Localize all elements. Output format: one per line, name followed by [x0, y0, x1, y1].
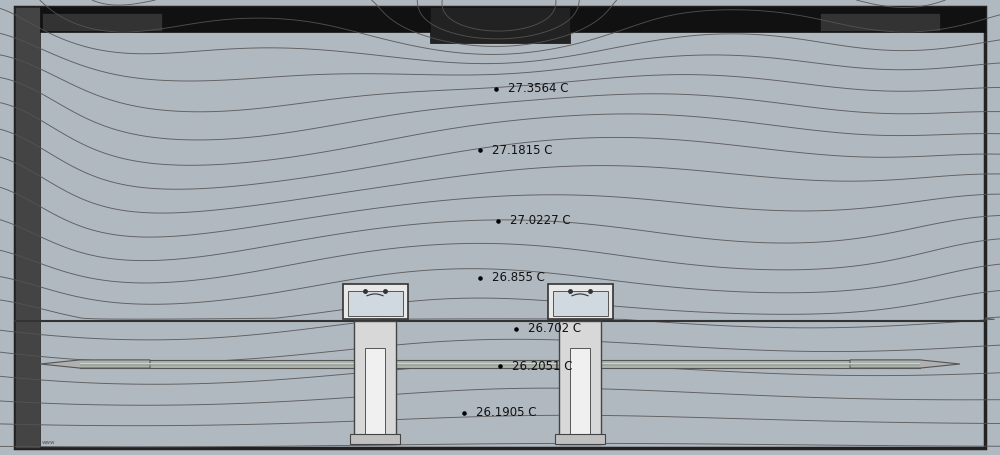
Text: 27.0227 C: 27.0227 C	[510, 214, 571, 227]
Text: 27.1815 C: 27.1815 C	[492, 144, 552, 157]
Bar	[552, 291, 608, 316]
Text: 27.3564 C: 27.3564 C	[508, 82, 568, 95]
Bar	[350, 434, 400, 444]
Text: 26.855 C: 26.855 C	[492, 271, 545, 284]
Polygon shape	[850, 360, 960, 368]
Bar	[80, 364, 920, 366]
Text: 26.2051 C: 26.2051 C	[512, 360, 572, 373]
Text: 26.702 C: 26.702 C	[528, 322, 581, 335]
Bar	[342, 284, 408, 318]
Bar	[15, 7, 40, 448]
Bar	[354, 321, 396, 444]
Bar	[80, 360, 920, 368]
Bar	[348, 291, 403, 316]
Bar	[820, 13, 940, 31]
Bar	[548, 284, 612, 318]
Bar	[430, 7, 570, 43]
Polygon shape	[40, 360, 150, 368]
Bar	[570, 348, 590, 437]
Text: 26.1905 C: 26.1905 C	[476, 406, 536, 419]
Bar	[365, 348, 385, 437]
Bar	[40, 7, 985, 32]
Text: www: www	[42, 440, 56, 445]
Bar	[80, 363, 920, 364]
Bar	[42, 13, 162, 31]
Bar	[555, 434, 605, 444]
Bar	[559, 321, 601, 444]
